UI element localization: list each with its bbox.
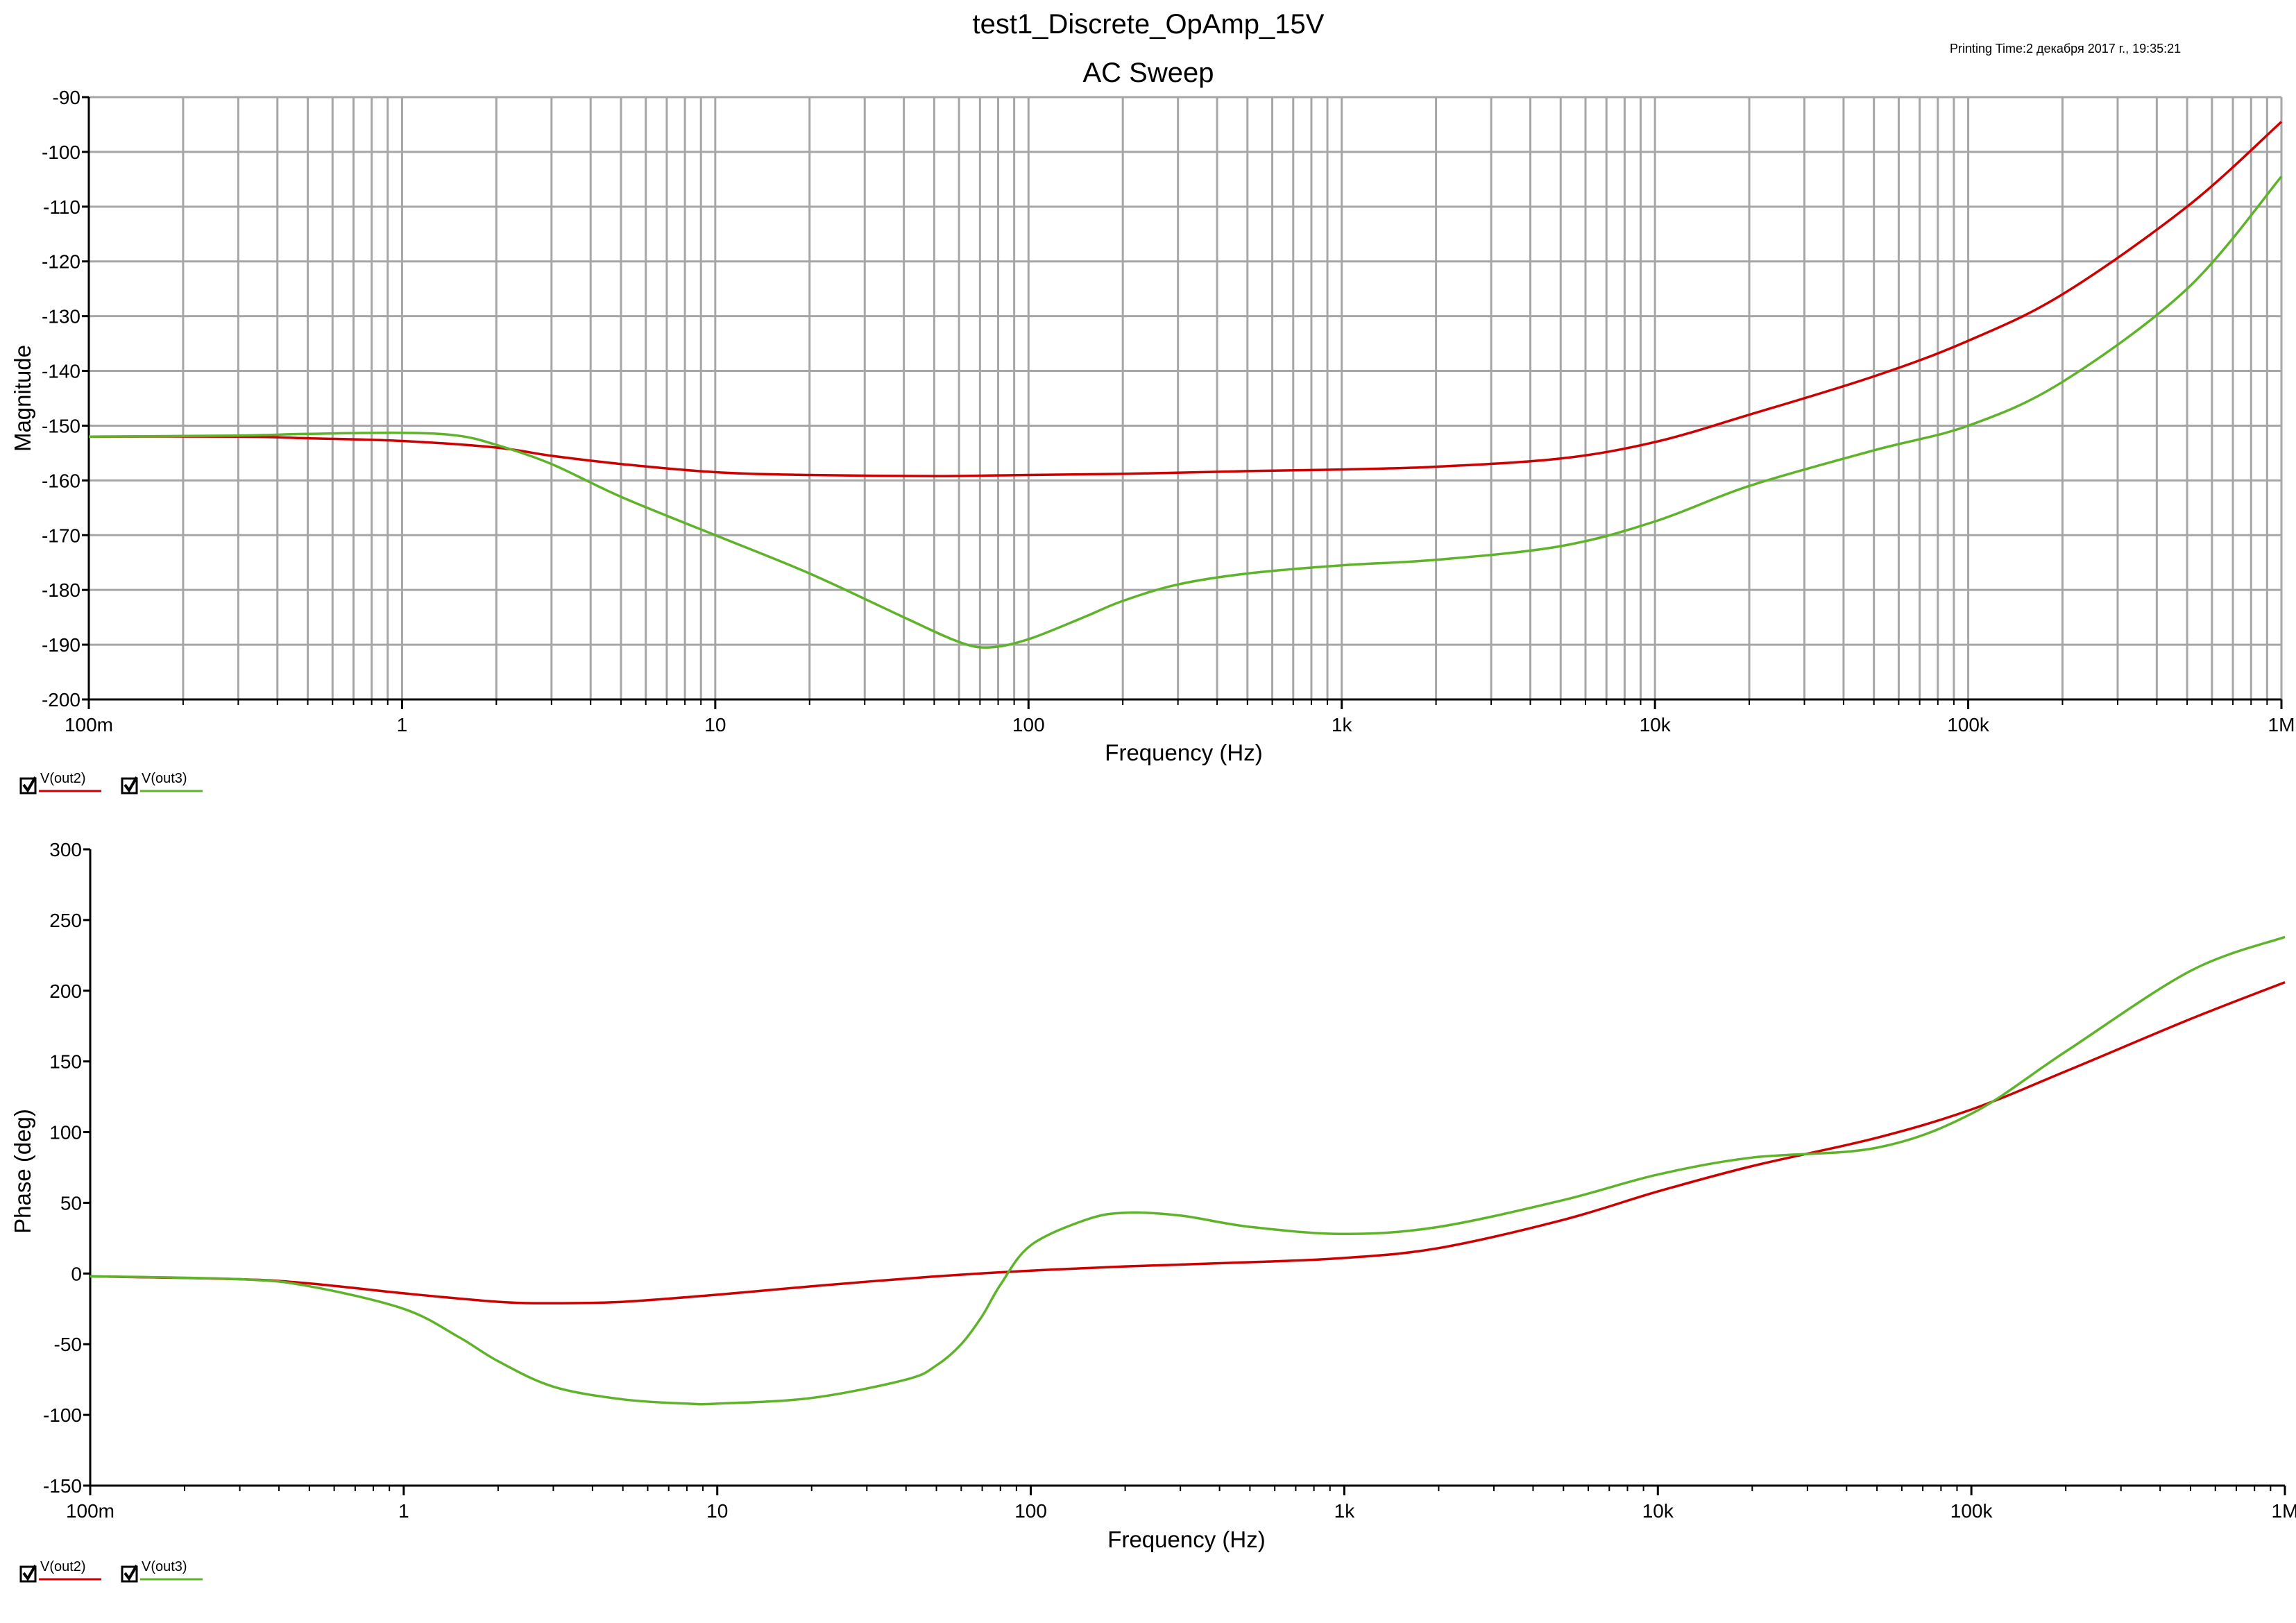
y-tick-label: -50 <box>54 1334 82 1355</box>
legend-label-out2: V(out2) <box>40 1559 86 1574</box>
magnitude-panel: -90 -100 -110 -120 -130 -140 -150 -160 -170 -180 -… <box>10 87 2295 794</box>
magnitude-grid <box>87 96 2283 701</box>
series-line-out3 <box>88 176 2283 649</box>
chart-subtitle: AC Sweep <box>1083 58 1214 88</box>
y-tick-label: -170 <box>42 525 80 546</box>
magnitude-y-ticks: -90 -100 -110 -120 -130 -140 -150 -160 -170 -180 -… <box>42 87 89 711</box>
series-line-out2 <box>90 980 2286 1305</box>
x-tick-label: 100 <box>1014 1500 1047 1522</box>
printing-time: Printing Time:2 декабря 2017 г., 19:35:2… <box>1950 42 2181 56</box>
x-tick-label: 10k <box>1640 714 1672 736</box>
x-tick-label: 1 <box>398 1500 409 1522</box>
y-tick-label: 0 <box>71 1263 82 1284</box>
x-tick-label: 100 <box>1012 714 1045 736</box>
x-tick-label: 10k <box>1642 1500 1674 1522</box>
magnitude-x-ticks: 100m 1 10 100 1k 10k 100k 1M <box>65 699 2295 736</box>
magnitude-legend: V(out2) V(out3) <box>19 771 203 794</box>
chart-main-title: test1_Discrete_OpAmp_15V <box>973 9 1325 40</box>
x-tick-label: 100m <box>65 714 113 736</box>
y-tick-label: -180 <box>42 579 80 601</box>
y-tick-label: 250 <box>49 910 82 931</box>
x-tick-label: 1 <box>397 714 408 736</box>
y-tick-label: 100 <box>49 1122 82 1144</box>
phase-axes <box>89 849 2285 1487</box>
legend-item-out3[interactable]: V(out3) <box>121 1559 203 1583</box>
y-tick-label: 150 <box>49 1051 82 1073</box>
x-tick-label: 100k <box>1947 714 1990 736</box>
y-tick-label: 200 <box>49 980 82 1002</box>
y-tick-label: -100 <box>43 1404 82 1426</box>
y-tick-label: -100 <box>42 142 80 163</box>
checkbox-checked-icon[interactable] <box>121 776 138 794</box>
y-tick-label: 50 <box>60 1192 82 1214</box>
y-tick-label: -150 <box>42 415 80 436</box>
y-tick-label: -200 <box>42 689 80 711</box>
checkbox-checked-icon[interactable] <box>19 776 37 794</box>
legend-item-out2[interactable]: V(out2) <box>19 1559 101 1583</box>
phase-legend: V(out2) V(out3) <box>19 1559 203 1583</box>
magnitude-x-axis-label: Frequency (Hz) <box>1105 740 1262 765</box>
x-tick-label: 1M <box>2268 714 2295 736</box>
y-tick-label: -160 <box>42 470 80 491</box>
legend-label-out3: V(out3) <box>142 1559 187 1574</box>
y-tick-label: -140 <box>42 361 80 382</box>
y-tick-label: -120 <box>42 251 80 273</box>
legend-item-out3[interactable]: V(out3) <box>121 771 203 794</box>
phase-series <box>90 935 2286 1406</box>
magnitude-series <box>88 121 2283 649</box>
y-tick-label: -90 <box>53 87 80 108</box>
series-line-out2 <box>88 121 2283 477</box>
magnitude-y-axis-label: Magnitude <box>10 345 35 452</box>
legend-label-out2: V(out2) <box>40 771 86 786</box>
phase-x-axis-label: Frequency (Hz) <box>1107 1527 1265 1552</box>
x-tick-label: 10 <box>706 1500 728 1522</box>
x-tick-label: 100m <box>66 1500 114 1522</box>
magnitude-axes <box>87 97 2281 701</box>
legend-label-out3: V(out3) <box>142 771 187 786</box>
phase-y-axis-label: Phase (deg) <box>10 1109 35 1234</box>
y-tick-label: -190 <box>42 634 80 656</box>
x-tick-label: 1k <box>1334 1500 1356 1522</box>
x-tick-label: 100k <box>1950 1500 1993 1522</box>
legend-item-out2[interactable]: V(out2) <box>19 771 101 794</box>
y-tick-label: -150 <box>43 1475 82 1497</box>
x-tick-label: 1M <box>2272 1500 2296 1522</box>
phase-x-ticks: 100m 1 10 100 1k 10k 100k 1M <box>66 1486 2296 1522</box>
y-tick-label: 300 <box>49 839 82 860</box>
checkbox-checked-icon[interactable] <box>121 1564 138 1583</box>
series-line-out3 <box>90 935 2286 1406</box>
y-tick-label: -130 <box>42 306 80 328</box>
x-tick-label: 10 <box>704 714 726 736</box>
checkbox-checked-icon[interactable] <box>19 1564 37 1583</box>
phase-y-ticks: 300 250 200 150 100 50 0 -50 -100 -150 <box>43 839 90 1497</box>
x-tick-label: 1k <box>1332 714 1353 736</box>
y-tick-label: -110 <box>43 196 80 218</box>
